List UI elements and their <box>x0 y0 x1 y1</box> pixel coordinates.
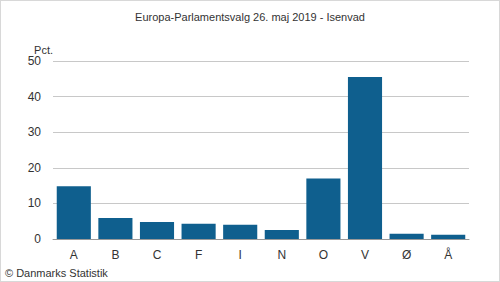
svg-text:A: A <box>70 248 78 262</box>
svg-text:Å: Å <box>444 247 452 262</box>
svg-text:30: 30 <box>28 125 42 139</box>
svg-text:Pct.: Pct. <box>34 43 53 56</box>
svg-text:F: F <box>195 248 202 262</box>
svg-text:50: 50 <box>28 54 42 68</box>
svg-text:I: I <box>239 248 242 262</box>
svg-text:Ø: Ø <box>402 248 411 262</box>
svg-text:© Danmarks Statistik: © Danmarks Statistik <box>5 267 108 279</box>
svg-text:20: 20 <box>28 161 42 175</box>
svg-text:B: B <box>111 248 119 262</box>
svg-text:N: N <box>277 248 286 262</box>
svg-text:40: 40 <box>28 90 42 104</box>
svg-text:10: 10 <box>28 196 42 210</box>
svg-text:0: 0 <box>34 232 41 246</box>
svg-text:C: C <box>153 248 162 262</box>
svg-text:Europa-Parlamentsvalg 26. maj: Europa-Parlamentsvalg 26. maj 2019 - Ise… <box>135 11 365 23</box>
svg-text:V: V <box>361 248 369 262</box>
svg-text:O: O <box>319 248 328 262</box>
